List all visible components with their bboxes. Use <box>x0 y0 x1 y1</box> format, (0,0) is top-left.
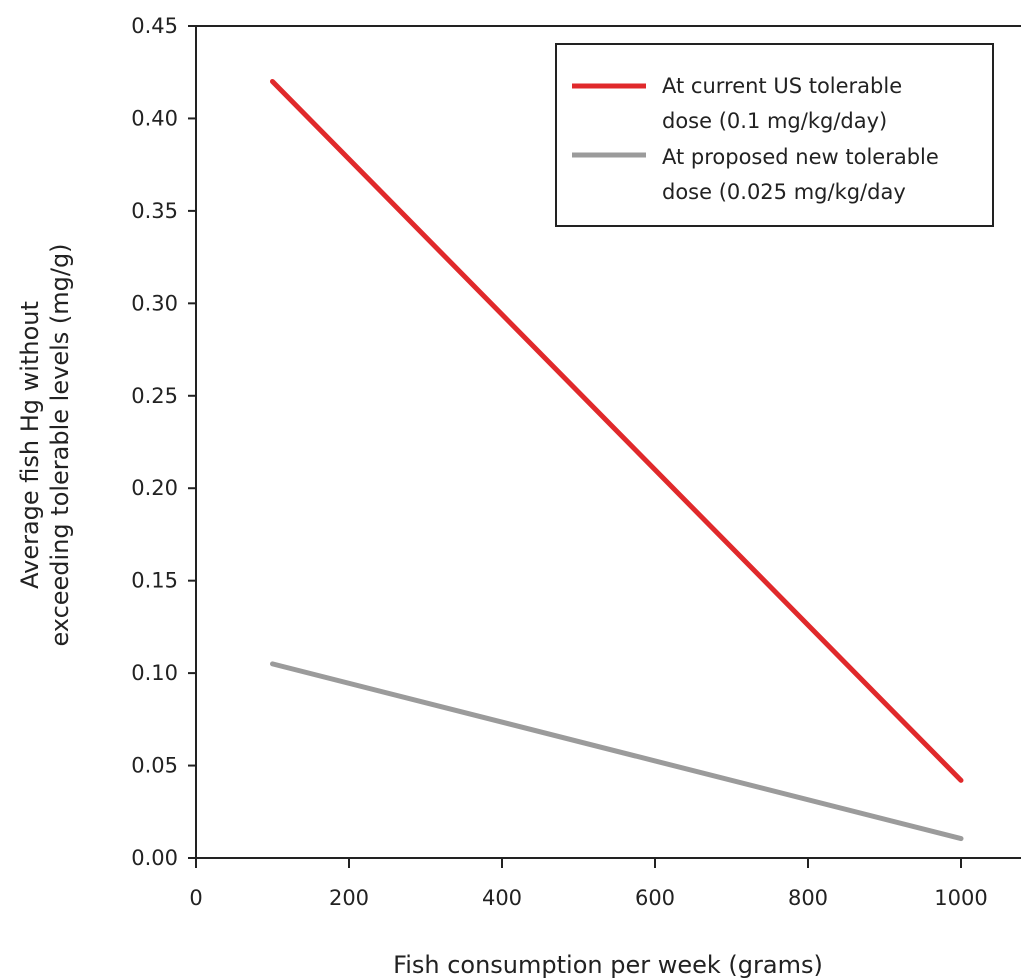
y-tick-label: 0.15 <box>131 569 178 593</box>
y-axis-title-line-1: Average fish Hg without <box>16 301 44 589</box>
x-tick-label: 1000 <box>934 886 987 910</box>
y-tick-label: 0.40 <box>131 106 178 130</box>
y-axis-title: Average fish Hg without exceeding tolera… <box>16 243 74 646</box>
x-axis-title: Fish consumption per week (grams) <box>393 951 823 978</box>
y-tick-label: 0.25 <box>131 384 178 408</box>
y-tick-label: 0.20 <box>131 476 178 500</box>
x-tick-label: 0 <box>189 886 202 910</box>
y-tick-label: 0.30 <box>131 291 178 315</box>
x-tick-label: 800 <box>788 886 828 910</box>
y-axis-title-line-2: exceeding tolerable levels (mg/g) <box>46 243 74 646</box>
legend-label-current-line-1: At current US tolerable <box>662 74 902 98</box>
y-ticks: 0.00 0.05 0.10 0.15 0.20 0.25 0.30 0.35 0.40 0.45 <box>131 14 196 870</box>
y-tick-label: 0.35 <box>131 199 178 223</box>
y-tick-label: 0.45 <box>131 14 178 38</box>
y-tick-label: 0.00 <box>131 846 178 870</box>
series-line-proposed-dose <box>273 664 962 839</box>
legend-label-current-line-2: dose (0.1 mg/kg/day) <box>662 109 887 133</box>
x-tick-label: 200 <box>329 886 369 910</box>
y-tick-label: 0.05 <box>131 754 178 778</box>
legend: At current US tolerable dose (0.1 mg/kg/… <box>556 44 993 226</box>
legend-label-proposed-line-1: At proposed new tolerable <box>662 145 939 169</box>
legend-label-proposed-line-2: dose (0.025 mg/kg/day <box>662 180 906 204</box>
x-tick-label: 600 <box>635 886 675 910</box>
y-tick-label: 0.10 <box>131 661 178 685</box>
x-tick-label: 400 <box>482 886 522 910</box>
x-ticks: 0 200 400 600 800 1000 <box>189 858 987 910</box>
